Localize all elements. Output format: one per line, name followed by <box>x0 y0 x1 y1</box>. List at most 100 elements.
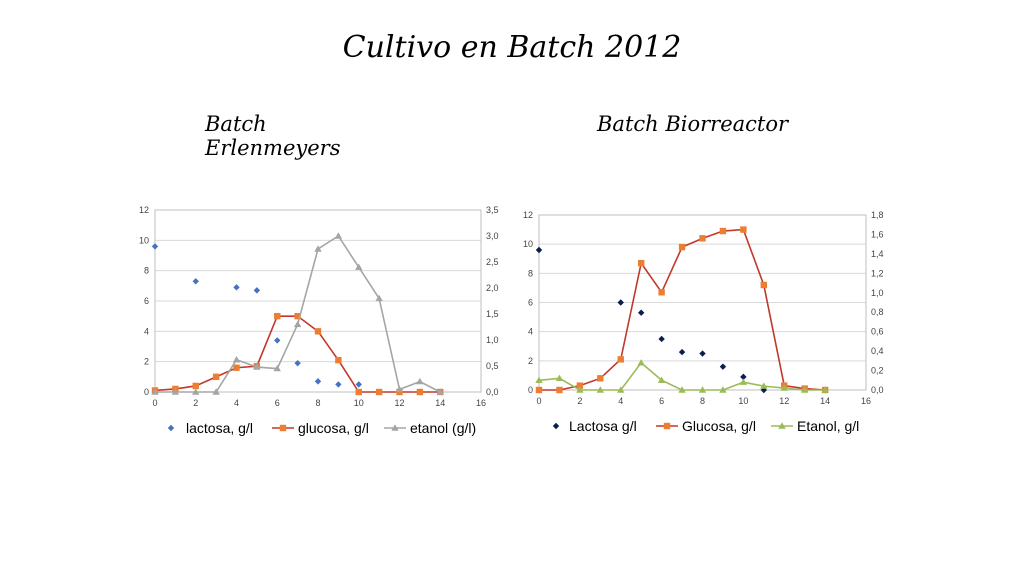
series-0 <box>535 246 768 394</box>
data-point <box>375 388 383 396</box>
y2-tick-label: 2,5 <box>486 257 499 267</box>
legend-marker <box>778 422 786 429</box>
y-tick-label: 6 <box>144 296 149 306</box>
legend-marker <box>167 424 175 432</box>
left-chart-title: Batch Erlenmeyers <box>205 112 341 160</box>
x-tick-label: 10 <box>738 396 748 406</box>
legend-label: etanol (g/l) <box>410 420 476 436</box>
data-point <box>617 386 625 393</box>
data-point <box>436 388 444 395</box>
data-point <box>555 374 564 382</box>
data-point <box>355 381 362 388</box>
x-tick-label: 6 <box>275 398 280 408</box>
y2-tick-label: 0,2 <box>871 366 884 376</box>
data-point <box>212 388 220 395</box>
y2-tick-label: 2,0 <box>486 283 499 293</box>
data-point <box>314 245 322 252</box>
y2-tick-label: 3,0 <box>486 231 499 241</box>
y2-tick-label: 0,0 <box>486 387 499 397</box>
y-tick-label: 0 <box>528 385 533 395</box>
x-tick-label: 0 <box>536 396 541 406</box>
data-point <box>233 364 240 371</box>
data-point <box>274 337 281 344</box>
x-tick-label: 2 <box>193 398 198 408</box>
data-point <box>253 287 261 294</box>
y-tick-label: 10 <box>139 235 149 245</box>
data-point <box>739 378 748 385</box>
legend-marker <box>279 424 287 432</box>
data-point <box>637 309 645 316</box>
y2-tick-label: 1,8 <box>871 210 884 220</box>
data-point <box>314 328 322 335</box>
y2-tick-label: 1,0 <box>871 288 884 298</box>
data-point <box>678 386 686 393</box>
data-point <box>395 385 404 393</box>
y2-tick-label: 1,0 <box>486 335 499 345</box>
data-point <box>800 386 809 393</box>
data-point <box>698 386 707 393</box>
data-point <box>233 284 240 291</box>
series-0 <box>151 243 362 388</box>
data-point <box>719 363 727 370</box>
data-point <box>780 384 788 391</box>
legend-marker <box>552 422 560 430</box>
x-tick-label: 12 <box>779 396 789 406</box>
y-tick-label: 8 <box>144 266 149 276</box>
x-tick-label: 0 <box>152 398 157 408</box>
data-point <box>334 232 343 239</box>
data-point <box>699 235 706 242</box>
x-tick-label: 4 <box>618 396 623 406</box>
right-chart-title: Batch Biorreactor <box>597 112 789 136</box>
series-line <box>539 228 826 391</box>
x-tick-label: 2 <box>577 396 582 406</box>
data-point <box>293 320 302 328</box>
y2-tick-label: 0,4 <box>871 346 884 356</box>
y2-tick-label: 0,8 <box>871 307 884 317</box>
x-tick-label: 8 <box>315 398 320 408</box>
data-point <box>597 375 604 382</box>
y2-tick-label: 0,0 <box>871 385 884 395</box>
data-point <box>658 289 665 296</box>
data-point <box>699 350 706 357</box>
legend-label: glucosa, g/l <box>298 420 369 436</box>
data-point <box>535 386 543 394</box>
data-point <box>719 386 727 393</box>
data-point <box>294 359 301 367</box>
data-point <box>535 246 543 254</box>
series-1 <box>535 226 829 394</box>
series-2 <box>151 232 444 395</box>
y2-tick-label: 0,5 <box>486 361 499 371</box>
x-tick-label: 4 <box>234 398 239 408</box>
data-point <box>637 259 645 267</box>
x-tick-label: 12 <box>394 398 404 408</box>
data-point <box>335 356 342 364</box>
data-point <box>171 388 180 395</box>
data-point <box>760 281 768 289</box>
y-tick-label: 2 <box>144 357 149 367</box>
data-point <box>596 386 605 393</box>
data-point <box>416 388 424 396</box>
data-point <box>657 376 666 383</box>
x-tick-label: 16 <box>476 398 486 408</box>
data-point <box>335 381 342 388</box>
legend-marker <box>663 422 671 430</box>
data-point <box>192 278 199 285</box>
y2-tick-label: 1,6 <box>871 229 884 239</box>
data-point <box>416 377 424 385</box>
x-tick-label: 10 <box>354 398 364 408</box>
y-tick-label: 12 <box>139 205 149 215</box>
data-point <box>678 243 686 251</box>
data-point <box>740 226 747 233</box>
y-tick-label: 10 <box>523 239 533 249</box>
data-point <box>192 382 199 390</box>
data-point <box>719 227 727 235</box>
data-point <box>535 376 543 383</box>
y2-tick-label: 3,5 <box>486 205 499 215</box>
data-point <box>740 373 747 381</box>
legend-label: Lactosa g/l <box>569 418 637 434</box>
data-point <box>375 294 383 302</box>
legend-label: lactosa, g/l <box>186 420 253 436</box>
legend-marker <box>391 424 399 431</box>
